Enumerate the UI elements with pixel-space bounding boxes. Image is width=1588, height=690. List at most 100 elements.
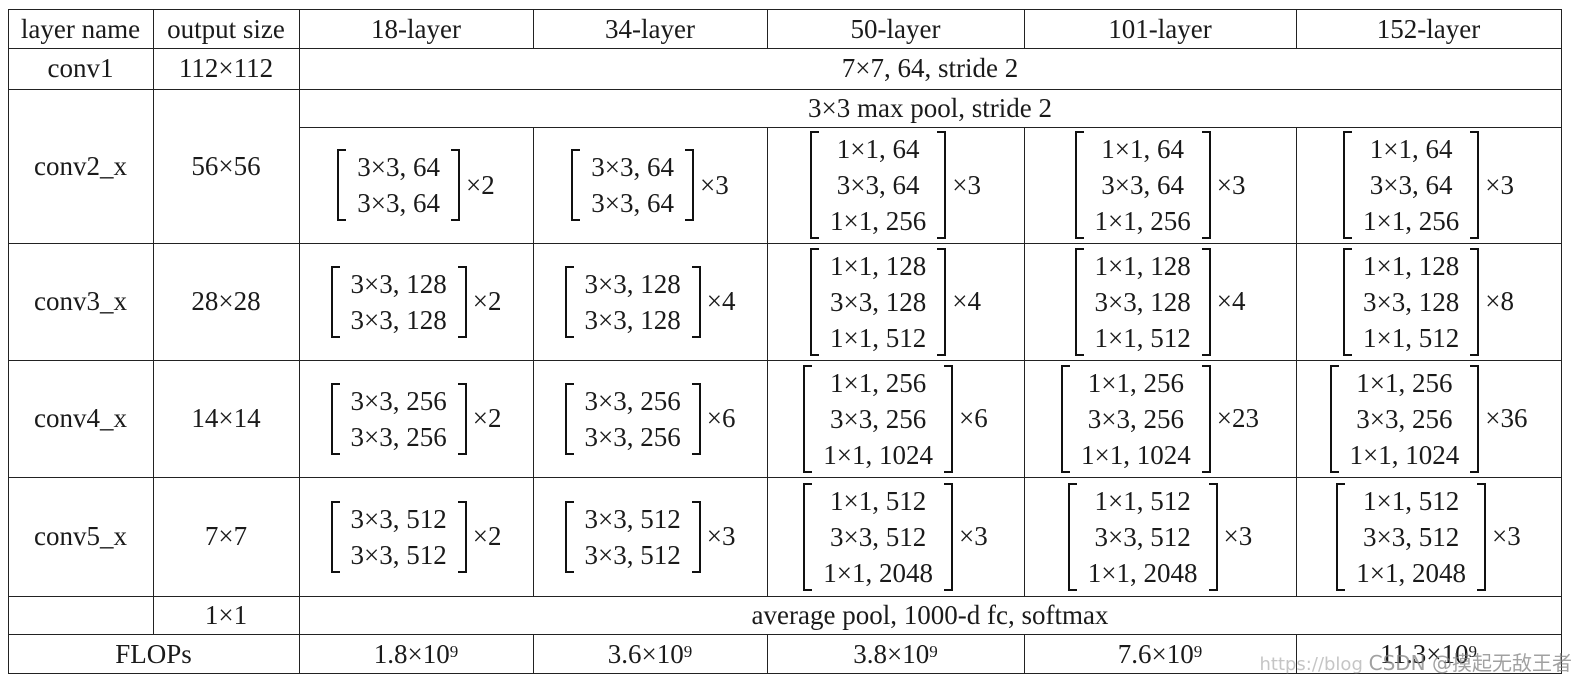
conv5-101-multiplier: ×3 — [1223, 521, 1253, 551]
block-line: 3×3, 512 — [584, 539, 681, 570]
conv3-152-block: 1×1, 128 3×3, 128 1×1, 512 ×8 — [1296, 243, 1561, 360]
rule-col4-bot — [767, 634, 768, 674]
pool-spec: average pool, 1000-d fc, softmax — [751, 599, 1109, 630]
conv5-152-block: 1×1, 512 3×3, 512 1×1, 2048 ×3 — [1296, 477, 1561, 596]
rule-col4-mid — [767, 127, 768, 597]
conv3-34-multiplier: ×4 — [706, 286, 736, 316]
rule-right — [1561, 9, 1562, 674]
rule-conv5 — [8, 596, 1562, 597]
conv5-18-block: 3×3, 512 3×3, 512 ×2 — [299, 477, 533, 596]
pool-output-size: 1×1 — [204, 599, 248, 630]
block-line: 1×1, 512 — [1363, 322, 1460, 353]
rule-col4-top — [767, 9, 768, 49]
conv2-101-block: 1×1, 64 3×3, 64 1×1, 256 ×3 — [1024, 127, 1296, 243]
conv4-50-multiplier: ×6 — [959, 403, 988, 433]
conv2-18-multiplier: ×2 — [466, 169, 495, 200]
flops-101: 7.6×10 9 — [1024, 634, 1296, 674]
conv4-18-multiplier: ×2 — [472, 403, 502, 433]
conv1-spec: 7×7, 64, stride 2 — [841, 53, 1019, 83]
conv2-output-size: 56×56 — [191, 150, 261, 181]
block-line: 3×3, 512 — [584, 503, 681, 534]
block-line: 1×1, 128 — [1363, 250, 1460, 281]
header-layer-name: layer name — [20, 13, 141, 44]
conv5-34-block: 3×3, 512 3×3, 512 ×3 — [533, 477, 767, 596]
flops-exponent: 9 — [929, 642, 938, 661]
block-line: 1×1, 256 — [1356, 367, 1453, 398]
rule-col3-top — [533, 9, 534, 49]
flops-50: 3.8×10 9 — [767, 634, 1024, 674]
conv3-50-block: 1×1, 128 3×3, 128 1×1, 512 ×4 — [767, 243, 1024, 360]
block-line: 3×3, 256 — [830, 403, 927, 434]
rule-col6-mid — [1296, 127, 1297, 597]
block-line: 1×1, 256 — [830, 206, 927, 236]
block-line: 1×1, 512 — [1094, 322, 1191, 353]
block-line: 1×1, 512 — [830, 322, 927, 353]
block-line: 1×1, 128 — [830, 250, 927, 281]
conv5-152-bracket: 1×1, 512 3×3, 512 1×1, 2048 — [1336, 482, 1486, 591]
conv5-50-bracket: 1×1, 512 3×3, 512 1×1, 2048 — [803, 482, 953, 591]
conv3-18-block: 3×3, 128 3×3, 128 ×2 — [299, 243, 533, 360]
block-line: 1×1, 1024 — [1081, 439, 1191, 470]
conv2-18-block: 3×3, 64 3×3, 64 ×2 — [299, 127, 533, 243]
block-line: 1×1, 512 — [830, 485, 927, 516]
flops-exponent: 9 — [1468, 642, 1477, 661]
conv4-18-block: 3×3, 256 3×3, 256 ×2 — [299, 360, 533, 477]
conv4-101-block: 1×1, 256 3×3, 256 1×1, 1024 ×23 — [1024, 360, 1296, 477]
block-line: 1×1, 2048 — [823, 557, 933, 588]
conv5-18-multiplier: ×2 — [472, 521, 502, 551]
rule-col6-bot — [1296, 634, 1297, 674]
conv4-output-size: 14×14 — [191, 403, 261, 433]
block-line: 3×3, 128 — [584, 304, 681, 335]
flops-exponent: 9 — [683, 642, 693, 661]
conv5-18-bracket: 3×3, 512 3×3, 512 — [330, 500, 467, 573]
conv3-50-bracket: 1×1, 128 3×3, 128 1×1, 512 — [810, 247, 947, 356]
conv5-50-multiplier: ×3 — [959, 521, 988, 551]
conv2-name: conv2_x — [34, 150, 127, 181]
conv2-101-bracket: 1×1, 64 3×3, 64 1×1, 256 — [1074, 131, 1211, 239]
watermark-url: https://blog — [1259, 654, 1363, 675]
header-output-size: output size — [167, 13, 285, 44]
block-line: 3×3, 128 — [830, 286, 927, 317]
header-34-layer: 34-layer — [605, 13, 695, 44]
maxpool-spec: 3×3 max pool, stride 2 — [808, 92, 1052, 123]
rule-col6-top — [1296, 9, 1297, 49]
conv2-50-multiplier: ×3 — [952, 169, 981, 200]
flops-mantissa: 3.8×10 — [853, 638, 930, 669]
block-line: 1×1, 1024 — [823, 439, 933, 470]
flops-34: 3.6×10 9 — [533, 634, 767, 674]
block-line: 3×3, 128 — [584, 268, 681, 299]
rule-bottom — [8, 673, 1562, 674]
block-line: 1×1, 128 — [1094, 250, 1191, 281]
block-line: 3×3, 256 — [350, 385, 447, 416]
conv3-name: conv3_x — [34, 286, 127, 316]
block-line: 1×1, 256 — [1363, 206, 1460, 236]
conv4-101-multiplier: ×23 — [1216, 403, 1259, 433]
block-line: 3×3, 64 — [591, 152, 674, 182]
flops-mantissa: 11.3×10 — [1380, 638, 1469, 669]
block-line: 1×1, 512 — [1094, 485, 1191, 516]
conv2-34-bracket: 3×3, 64 3×3, 64 — [571, 149, 694, 221]
conv4-152-multiplier: ×36 — [1485, 403, 1528, 433]
block-line: 3×3, 128 — [1094, 286, 1191, 317]
flops-152: 11.3×10 9 — [1296, 634, 1561, 674]
block-line: 3×3, 64 — [591, 188, 674, 218]
watermark: https://blog CSDN @摸起无敌王者 — [1259, 647, 1572, 676]
conv5-152-multiplier: ×3 — [1492, 521, 1521, 551]
conv4-name: conv4_x — [34, 403, 127, 433]
conv3-50-multiplier: ×4 — [952, 286, 981, 316]
conv2-18-bracket: 3×3, 64 3×3, 64 — [337, 149, 460, 221]
conv1-name: conv1 — [47, 53, 114, 83]
conv5-34-multiplier: ×3 — [706, 521, 736, 551]
block-line: 1×1, 512 — [1363, 485, 1460, 516]
header-101-layer: 101-layer — [1108, 13, 1212, 44]
rule-col5-mid — [1024, 127, 1025, 597]
flops-label: FLOPs — [115, 638, 192, 669]
conv4-152-block: 1×1, 256 3×3, 256 1×1, 1024 ×36 — [1296, 360, 1561, 477]
conv3-18-bracket: 3×3, 128 3×3, 128 — [330, 265, 467, 338]
block-line: 3×3, 256 — [1356, 403, 1453, 434]
flops-mantissa: 1.8×10 — [373, 638, 450, 669]
rule-col5-top — [1024, 9, 1025, 49]
block-line: 1×1, 256 — [1087, 367, 1184, 398]
conv3-34-block: 3×3, 128 3×3, 128 ×4 — [533, 243, 767, 360]
